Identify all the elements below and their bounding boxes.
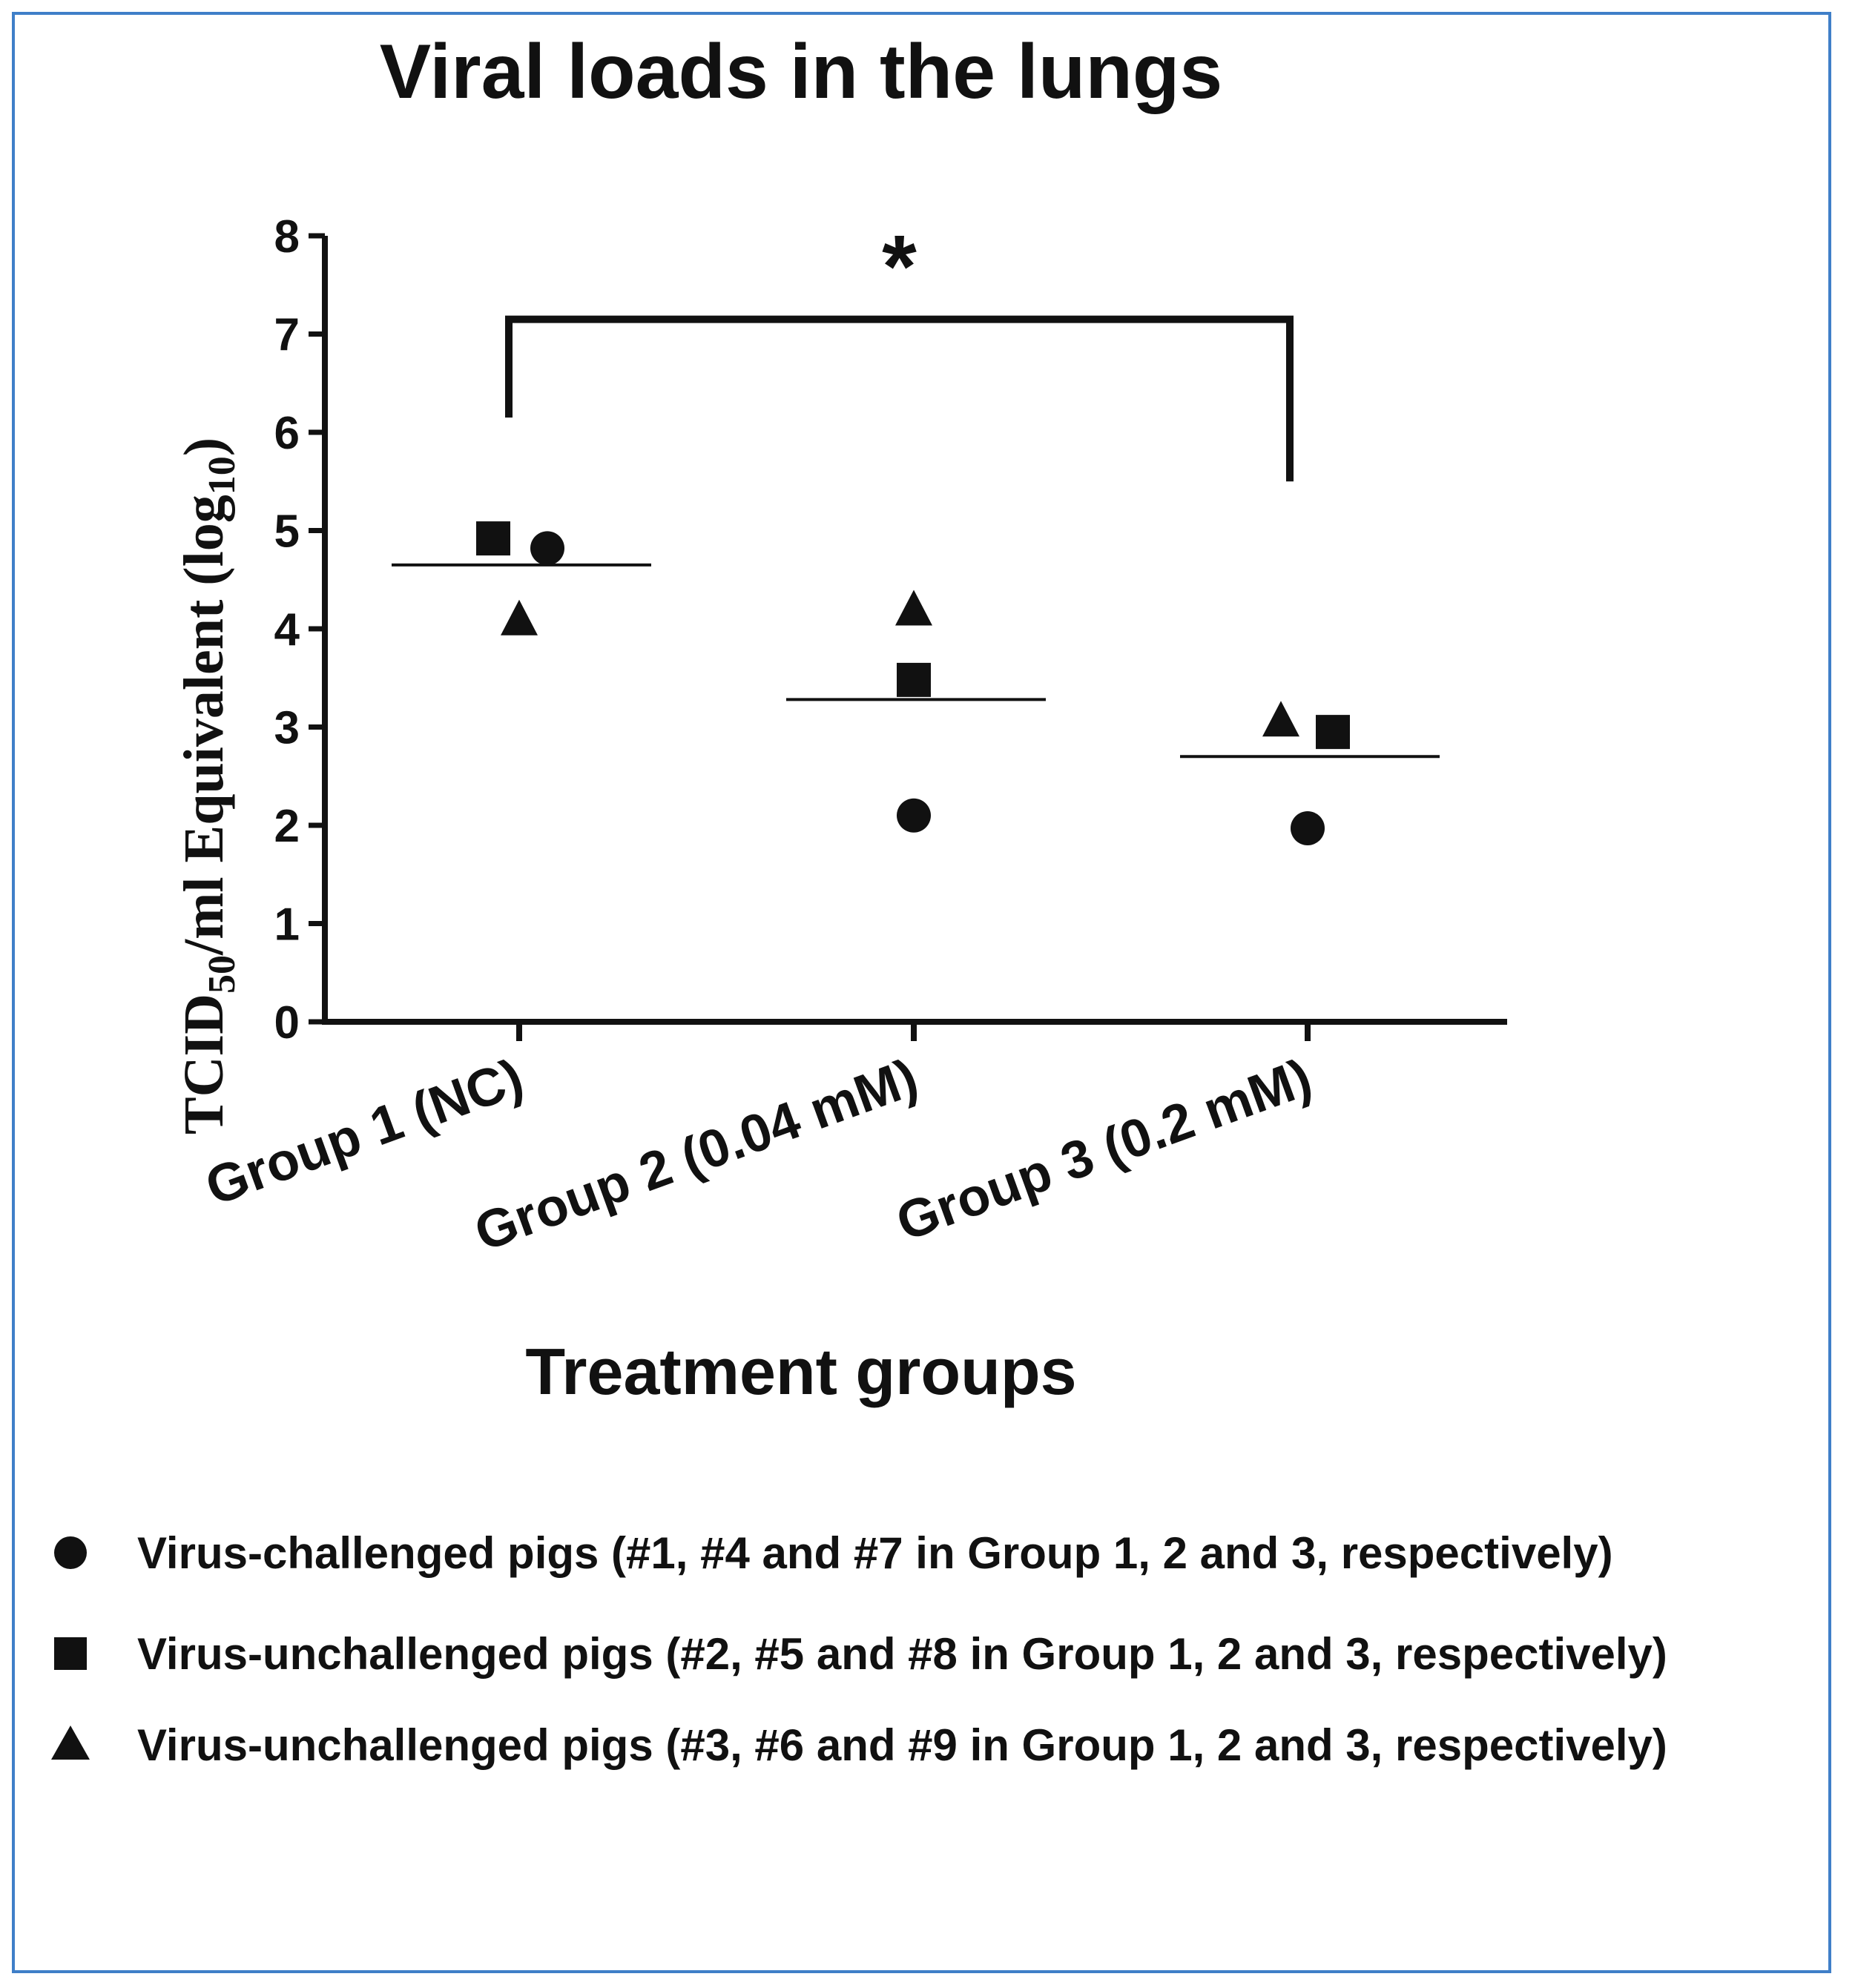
point-square	[1316, 715, 1350, 750]
y-label-mid: /ml Equivalent (log	[173, 495, 235, 956]
significance-bracket: *	[505, 217, 1294, 482]
legend: Virus-challenged pigs (#1, #4 and #7 in …	[51, 1528, 1667, 1770]
significance-star: *	[882, 217, 917, 317]
x-axis-label: Treatment groups	[525, 1335, 1076, 1408]
x-categories: Group 1 (NC)Group 2 (0.04 mM)Group 3 (0.…	[198, 1022, 1319, 1263]
chart-title: Viral loads in the lungs	[380, 29, 1223, 115]
y-label-main: TCID	[173, 994, 235, 1135]
y-axis-label: TCID50/ml Equivalent (log10)	[173, 437, 243, 1135]
legend-label: Virus-challenged pigs (#1, #4 and #7 in …	[137, 1528, 1613, 1578]
legend-label: Virus-unchallenged pigs (#2, #5 and #8 i…	[137, 1629, 1667, 1679]
point-triangle	[1262, 701, 1299, 737]
y-label-sub: 50	[201, 955, 243, 994]
y-tick-label: 2	[274, 801, 300, 852]
point-circle	[897, 798, 931, 833]
mean-lines	[392, 563, 1440, 759]
point-circle	[530, 531, 564, 566]
legend-triangle-icon	[51, 1726, 90, 1760]
legend-circle-icon	[54, 1536, 87, 1569]
y-tick-label: 7	[274, 310, 300, 361]
point-square	[476, 521, 510, 556]
x-tick-label: Group 2 (0.04 mM)	[467, 1048, 926, 1263]
point-triangle	[501, 599, 538, 635]
y-label-end: )	[173, 437, 235, 456]
significance-line	[505, 315, 1294, 482]
figure-frame	[12, 12, 1831, 1973]
y-label-sub2: 10	[201, 456, 243, 495]
point-circle	[1291, 810, 1325, 845]
y-tick-label: 4	[274, 604, 300, 655]
y-ticks: 0 1 2 3 4 5 6 7 8	[274, 211, 325, 1049]
axes	[322, 236, 1507, 1025]
y-tick-label: 3	[274, 703, 300, 754]
y-tick-label: 5	[274, 506, 300, 558]
y-tick-label: 1	[274, 899, 300, 951]
legend-square-icon	[54, 1637, 87, 1670]
x-tick-label: Group 3 (0.2 mM)	[889, 1048, 1319, 1252]
x-tick-label: Group 1 (NC)	[198, 1048, 530, 1217]
y-tick-label: 0	[274, 997, 300, 1049]
point-square	[897, 662, 931, 697]
legend-label: Virus-unchallenged pigs (#3, #6 and #9 i…	[137, 1720, 1667, 1770]
point-triangle	[895, 590, 932, 626]
y-tick-label: 6	[274, 408, 300, 459]
y-tick-label: 8	[274, 211, 300, 262]
data-points	[476, 521, 1350, 845]
